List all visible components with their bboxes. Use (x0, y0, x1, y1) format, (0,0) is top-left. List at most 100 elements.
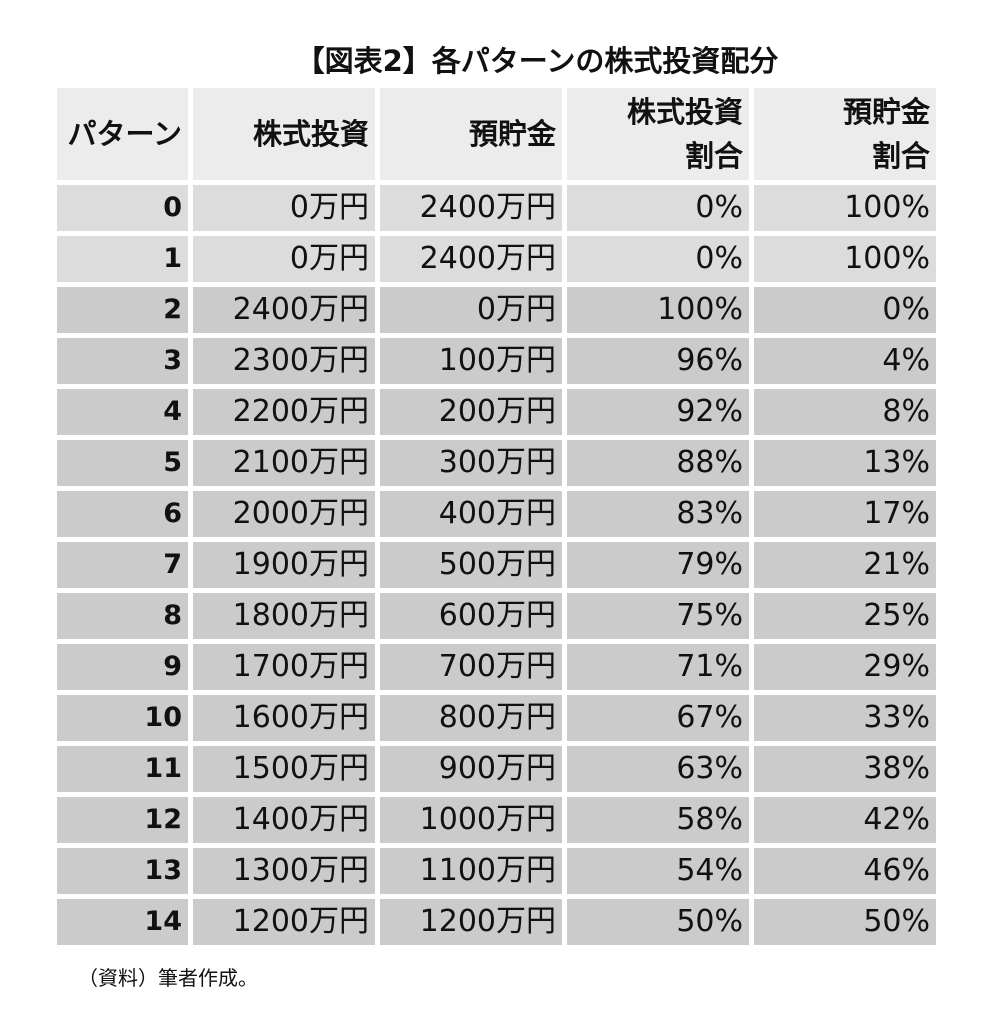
cell-stock-investment: 2000万円 (193, 491, 375, 537)
table-row: 13 1300万円 1100万円 54% 46% (57, 848, 936, 894)
cell-savings: 1100万円 (380, 848, 562, 894)
cell-pattern: 7 (57, 542, 188, 588)
table-row: 7 1900万円 500万円 79% 21% (57, 542, 936, 588)
table-row: 11 1500万円 900万円 63% 38% (57, 746, 936, 792)
cell-stock-investment: 1800万円 (193, 593, 375, 639)
table-row: 1 0万円 2400万円 0% 100% (57, 236, 936, 282)
header-pattern: パターン (57, 88, 188, 180)
cell-savings: 2400万円 (380, 185, 562, 231)
cell-stock-ratio: 79% (567, 542, 749, 588)
cell-stock-investment: 1500万円 (193, 746, 375, 792)
cell-pattern: 1 (57, 236, 188, 282)
header-savings: 預貯金 (380, 88, 562, 180)
table-row: 4 2200万円 200万円 92% 8% (57, 389, 936, 435)
cell-savings: 400万円 (380, 491, 562, 537)
cell-pattern: 3 (57, 338, 188, 384)
cell-stock-investment: 1300万円 (193, 848, 375, 894)
cell-savings: 700万円 (380, 644, 562, 690)
cell-savings-ratio: 13% (754, 440, 936, 486)
header-text: 株式投資 (252, 117, 369, 151)
cell-savings: 200万円 (380, 389, 562, 435)
header-savings-ratio: 預貯金割合 (754, 88, 936, 180)
cell-savings-ratio: 29% (754, 644, 936, 690)
cell-savings: 1000万円 (380, 797, 562, 843)
cell-savings: 300万円 (380, 440, 562, 486)
cell-stock-investment: 2400万円 (193, 287, 375, 333)
cell-savings: 500万円 (380, 542, 562, 588)
cell-stock-ratio: 0% (567, 236, 749, 282)
cell-savings: 100万円 (380, 338, 562, 384)
cell-savings-ratio: 100% (754, 185, 936, 231)
header-text: 預貯金 (468, 117, 556, 151)
source-note: （資料）筆者作成。 (78, 966, 258, 990)
cell-savings-ratio: 50% (754, 899, 936, 945)
table-row: 0 0万円 2400万円 0% 100% (57, 185, 936, 231)
cell-pattern: 11 (57, 746, 188, 792)
table-row: 5 2100万円 300万円 88% 13% (57, 440, 936, 486)
table-row: 8 1800万円 600万円 75% 25% (57, 593, 936, 639)
cell-stock-ratio: 50% (567, 899, 749, 945)
cell-savings-ratio: 17% (754, 491, 936, 537)
table-title: 【図表2】各パターンの株式投資配分 (295, 44, 779, 78)
cell-savings: 1200万円 (380, 899, 562, 945)
cell-stock-ratio: 54% (567, 848, 749, 894)
header-stock-investment: 株式投資 (193, 88, 375, 180)
cell-pattern: 2 (57, 287, 188, 333)
cell-stock-ratio: 71% (567, 644, 749, 690)
table-row: 3 2300万円 100万円 96% 4% (57, 338, 936, 384)
cell-savings-ratio: 21% (754, 542, 936, 588)
cell-savings-ratio: 46% (754, 848, 936, 894)
table-row: 12 1400万円 1000万円 58% 42% (57, 797, 936, 843)
header-text: パターン (67, 117, 182, 151)
cell-savings: 600万円 (380, 593, 562, 639)
cell-stock-investment: 2200万円 (193, 389, 375, 435)
table-row: 9 1700万円 700万円 71% 29% (57, 644, 936, 690)
cell-stock-investment: 1900万円 (193, 542, 375, 588)
cell-stock-investment: 0万円 (193, 236, 375, 282)
cell-stock-investment: 2100万円 (193, 440, 375, 486)
table-row: 10 1600万円 800万円 67% 33% (57, 695, 936, 741)
cell-stock-ratio: 83% (567, 491, 749, 537)
cell-savings: 800万円 (380, 695, 562, 741)
cell-pattern: 12 (57, 797, 188, 843)
cell-savings-ratio: 38% (754, 746, 936, 792)
cell-savings-ratio: 25% (754, 593, 936, 639)
cell-pattern: 0 (57, 185, 188, 231)
cell-pattern: 8 (57, 593, 188, 639)
cell-stock-ratio: 100% (567, 287, 749, 333)
cell-stock-ratio: 63% (567, 746, 749, 792)
cell-stock-investment: 1200万円 (193, 899, 375, 945)
cell-stock-investment: 1600万円 (193, 695, 375, 741)
table-header-row: パターン 株式投資 預貯金 株式投資割合 預貯金割合 (57, 88, 936, 180)
header-text: 割合 (684, 139, 743, 173)
cell-stock-investment: 2300万円 (193, 338, 375, 384)
cell-savings-ratio: 0% (754, 287, 936, 333)
header-text: 株式投資 (626, 95, 743, 129)
cell-savings-ratio: 42% (754, 797, 936, 843)
cell-stock-investment: 0万円 (193, 185, 375, 231)
cell-savings: 0万円 (380, 287, 562, 333)
cell-savings: 900万円 (380, 746, 562, 792)
header-stock-ratio: 株式投資割合 (567, 88, 749, 180)
header-text: 預貯金 (842, 95, 930, 129)
allocation-table: パターン 株式投資 預貯金 株式投資 割合 預貯金 割合 0 0万円 2400万円 0% 1… (52, 83, 941, 950)
cell-savings-ratio: 4% (754, 338, 936, 384)
cell-stock-ratio: 58% (567, 797, 749, 843)
cell-pattern: 4 (57, 389, 188, 435)
cell-pattern: 9 (57, 644, 188, 690)
cell-savings-ratio: 8% (754, 389, 936, 435)
table-row: 6 2000万円 400万円 83% 17% (57, 491, 936, 537)
cell-stock-ratio: 0% (567, 185, 749, 231)
cell-savings: 2400万円 (380, 236, 562, 282)
header-text: 割合 (871, 139, 930, 173)
cell-savings-ratio: 33% (754, 695, 936, 741)
cell-stock-investment: 1700万円 (193, 644, 375, 690)
cell-stock-ratio: 75% (567, 593, 749, 639)
cell-savings-ratio: 100% (754, 236, 936, 282)
cell-pattern: 6 (57, 491, 188, 537)
cell-pattern: 5 (57, 440, 188, 486)
cell-pattern: 14 (57, 899, 188, 945)
cell-pattern: 13 (57, 848, 188, 894)
table-row: 14 1200万円 1200万円 50% 50% (57, 899, 936, 945)
table-body: 0 0万円 2400万円 0% 100% 1 0万円 2400万円 0% 100% 2 2400万円 0… (57, 185, 936, 945)
